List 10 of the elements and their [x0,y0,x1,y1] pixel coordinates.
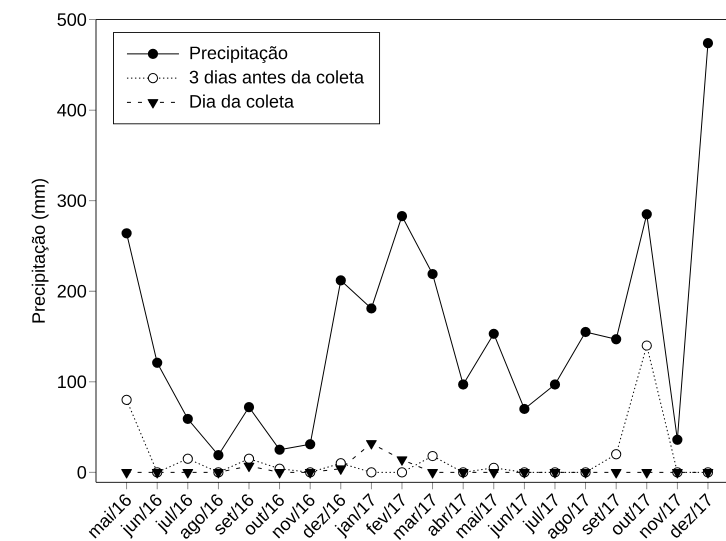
legend-label: Dia da coleta [190,94,294,108]
y-tick-label: 200 [58,284,86,298]
y-axis-title: Precipitação (mm) [32,179,49,322]
y-tick-label: 500 [57,13,86,26]
legend-label: Precipitação [190,46,288,63]
y-tick-label: 400 [57,104,86,117]
y-tick-label: 300 [57,194,86,208]
y-tick-label: 0 [77,466,86,479]
y-tick-label: 100 [58,375,86,388]
legend-label: 3 dias antes da coleta [190,70,364,84]
